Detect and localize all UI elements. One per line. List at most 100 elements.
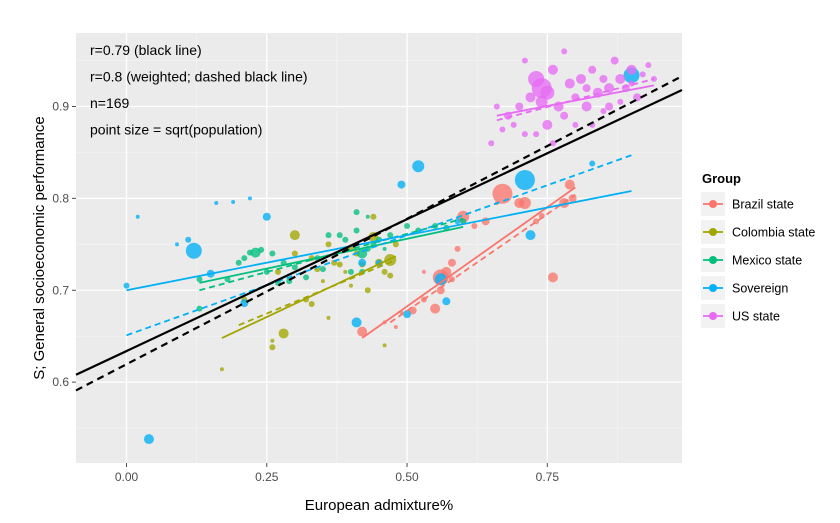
data-point [404,222,411,229]
data-point [343,269,348,274]
legend-key-marker [709,256,717,264]
data-point [262,212,271,221]
data-point [365,214,370,219]
legend-label: Brazil state [732,198,794,212]
data-point [336,261,343,268]
data-point [196,276,203,283]
data-point [521,131,528,138]
legend-label: Mexico state [732,254,802,268]
data-point [471,222,478,229]
legend: Group Brazil state Colombia state Mexico st… [701,171,815,328]
legend-key-marker [709,284,717,292]
legend-label: Colombia state [732,226,815,240]
fit-lines [75,75,683,392]
data-point [493,103,500,110]
data-point [348,283,353,288]
data-point [393,325,398,330]
data-point [645,62,652,69]
data-point [518,196,531,209]
x-tick-label: 0.50 [395,470,419,484]
y-tick-label: 0.7 [52,283,69,297]
minor-gridlines [76,33,682,463]
y-axis-ticks: 0.6 0.7 0.8 0.9 [52,100,76,389]
annotation-block: r=0.79 (black line) r=0.8 (weighted; dash… [90,42,308,138]
data-point [269,344,276,351]
data-point [589,160,596,167]
data-point [250,247,261,258]
data-point [525,92,536,103]
data-point [143,434,154,445]
annotation-line: n=169 [90,95,130,111]
data-point [492,183,513,204]
data-point [560,111,569,120]
data-point [454,218,461,225]
group-fit-dashed-line [389,193,576,324]
data-point [615,73,626,84]
group-fit-line [221,255,397,339]
data-point [549,140,556,147]
data-point [370,213,377,220]
data-point [123,282,130,289]
legend-title: Group [702,171,741,186]
x-tick-label: 0.25 [255,470,279,484]
data-point [454,245,461,252]
data-point [235,259,242,266]
data-point [533,131,540,138]
data-point [364,287,371,294]
data-point [387,232,394,239]
plot-panel [76,33,682,463]
data-point [488,140,495,147]
data-point [326,315,331,320]
data-point [381,268,388,275]
data-point [576,73,586,84]
data-point [600,108,607,115]
data-point [382,246,387,251]
data-point [353,227,360,234]
data-point [258,246,265,253]
data-point [421,269,426,274]
data-point [275,268,281,275]
annotation-line: point size = sqrt(population) [90,122,262,138]
data-point [278,328,289,339]
data-point [347,268,354,275]
data-point [342,236,349,243]
x-tick-label: 0.75 [536,470,560,484]
data-point [303,274,310,281]
data-point [219,367,224,372]
data-point [515,102,524,111]
data-point [610,56,619,65]
y-tick-label: 0.9 [52,100,69,114]
data-point [308,301,315,308]
data-point [605,102,614,111]
data-point [214,200,219,205]
data-point [403,310,412,319]
y-tick-label: 0.6 [52,375,69,389]
data-point [175,242,179,247]
data-point [351,317,362,328]
y-tick-label: 0.8 [52,191,69,205]
annotation-line: r=0.8 (weighted; dashed black line) [90,69,308,85]
data-point [241,255,248,262]
data-point [588,65,597,74]
data-point [320,279,325,284]
legend-key-marker [709,200,717,208]
data-point [599,74,608,83]
data-point [135,214,140,219]
data-point [436,286,445,295]
data-point [270,338,275,343]
data-point [572,121,579,128]
legend-label: US state [732,310,780,324]
data-point [336,232,343,239]
x-tick-label: 0.00 [115,470,139,484]
annotation-line: r=0.79 (black line) [90,42,202,58]
data-point [564,179,575,190]
data-point [430,303,441,314]
data-point [325,232,332,239]
data-point [289,230,300,241]
data-point [581,101,592,112]
data-point [358,258,367,267]
data-point [561,48,568,55]
data-point [434,273,447,286]
data-point [447,258,456,267]
